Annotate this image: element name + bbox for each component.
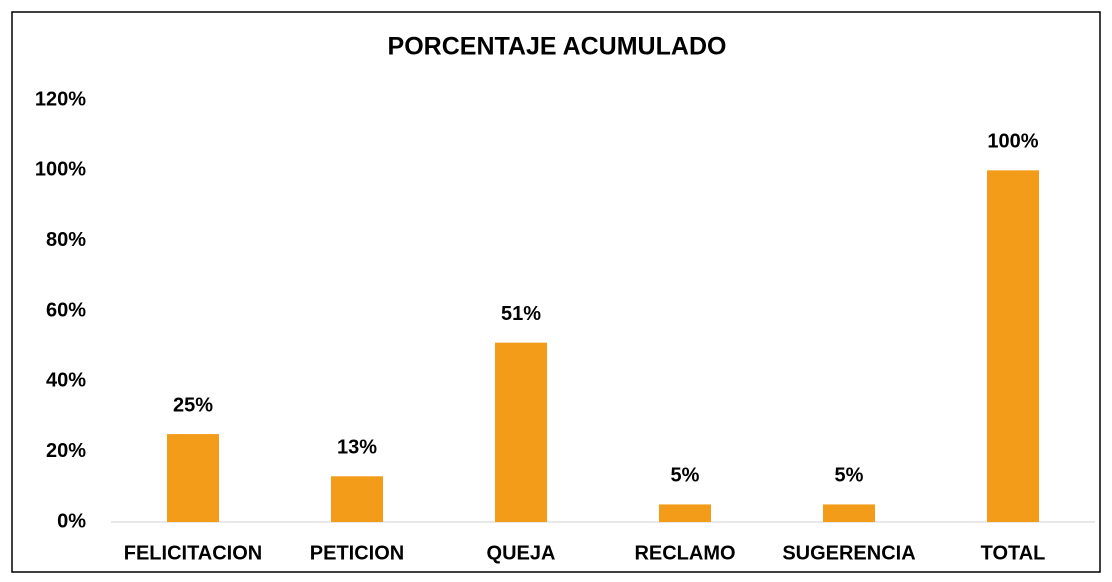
y-tick-label: 80% [46, 229, 86, 251]
x-tick-label: TOTAL [981, 542, 1046, 564]
x-tick-label: FELICITACION [124, 542, 263, 564]
chart-title: PORCENTAJE ACUMULADO [388, 33, 727, 61]
y-tick-label: 60% [46, 299, 86, 321]
y-tick-label: 0% [57, 510, 86, 532]
y-tick-label: 20% [46, 440, 86, 462]
x-tick-label: RECLAMO [634, 542, 735, 564]
y-tick-label: 120% [35, 88, 86, 110]
x-tick-label: PETICION [310, 542, 404, 564]
data-label: 100% [987, 131, 1038, 153]
bar [659, 504, 711, 522]
y-tick-label: 40% [46, 370, 86, 392]
data-label: 13% [337, 437, 377, 459]
y-tick-label: 100% [35, 159, 86, 181]
data-label: 25% [173, 394, 213, 416]
bar [331, 476, 383, 522]
x-tick-label: QUEJA [487, 542, 556, 564]
bar [495, 342, 547, 522]
data-label: 5% [671, 465, 700, 487]
bar [987, 170, 1039, 523]
data-label: 5% [835, 465, 864, 487]
bar [167, 434, 219, 522]
x-tick-label: SUGERENCIA [782, 542, 915, 564]
bar [823, 504, 875, 522]
data-label: 51% [501, 303, 541, 325]
